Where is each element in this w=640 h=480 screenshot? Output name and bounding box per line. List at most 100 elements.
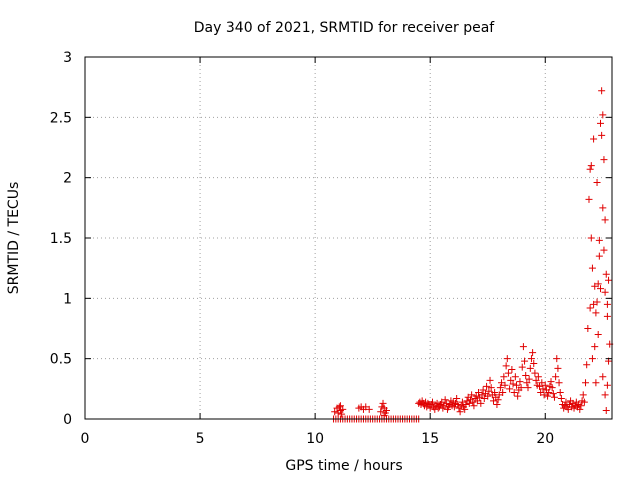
y-tick-label: 2.5 <box>50 110 72 126</box>
data-point <box>478 391 486 399</box>
data-point <box>592 379 600 387</box>
data-point <box>494 396 502 404</box>
data-point <box>441 396 449 404</box>
data-point <box>462 401 470 409</box>
x-tick-label: 5 <box>196 431 205 447</box>
data-point <box>377 408 385 416</box>
data-point <box>510 388 518 396</box>
data-point <box>516 378 524 386</box>
data-point <box>485 387 493 395</box>
data-point <box>502 362 510 370</box>
data-point <box>554 364 562 372</box>
data-point <box>338 410 346 418</box>
x-tick-label: 20 <box>536 431 554 447</box>
data-point <box>379 399 387 407</box>
data-point <box>479 386 487 394</box>
plot-frame <box>84 56 613 420</box>
y-tick-label: 0.5 <box>50 352 72 368</box>
data-point <box>512 381 520 389</box>
data-point <box>465 399 473 407</box>
data-point <box>595 236 603 244</box>
chart-title: Day 340 of 2021, SRMTID for receiver pea… <box>194 20 495 36</box>
data-point <box>534 373 542 381</box>
data-point <box>442 399 450 407</box>
data-point <box>428 398 436 406</box>
data-point <box>501 381 509 389</box>
data-point <box>496 384 504 392</box>
data-point <box>365 405 373 413</box>
data-point <box>521 357 529 365</box>
data-point <box>493 401 501 409</box>
data-point <box>599 373 607 381</box>
y-tick-label: 0 <box>63 412 72 428</box>
data-point <box>603 312 611 320</box>
data-point <box>499 388 507 396</box>
data-point <box>507 376 515 384</box>
data-point <box>582 379 590 387</box>
data-point <box>552 373 560 381</box>
data-point <box>525 375 533 383</box>
data-point <box>557 394 565 402</box>
data-point <box>331 408 339 416</box>
data-point <box>591 282 599 290</box>
data-point <box>576 405 584 413</box>
data-point <box>593 298 601 306</box>
data-point <box>532 376 540 384</box>
x-axis-label: GPS time / hours <box>285 458 402 474</box>
data-point <box>584 325 592 332</box>
data-point <box>518 363 526 371</box>
data-point <box>470 402 478 410</box>
data-point <box>547 378 555 386</box>
data-point <box>483 382 491 390</box>
data-point <box>599 204 607 212</box>
data-point <box>522 372 530 380</box>
axis-ticks <box>84 56 612 420</box>
data-point <box>594 331 602 339</box>
data-point <box>486 376 494 384</box>
data-point <box>472 392 480 400</box>
data-point <box>593 178 601 186</box>
data-point <box>530 359 538 367</box>
data-point <box>514 392 522 400</box>
x-tick-label: 10 <box>306 431 324 447</box>
data-point <box>590 135 598 143</box>
y-tick-label: 1.5 <box>50 231 72 247</box>
data-point <box>601 216 609 224</box>
data-point <box>508 366 516 374</box>
data-point <box>585 195 593 203</box>
data-point <box>519 343 527 351</box>
data-point <box>601 288 609 296</box>
data-point <box>592 309 600 317</box>
data-point <box>524 384 532 392</box>
data-point <box>526 364 534 372</box>
data-point <box>506 385 514 393</box>
data-point <box>454 401 462 409</box>
data-point <box>424 399 432 407</box>
data-point <box>549 390 557 398</box>
data-point <box>600 246 608 254</box>
data-point <box>426 404 434 412</box>
data-point <box>461 405 469 413</box>
data-point <box>336 402 344 410</box>
data-point <box>382 407 390 415</box>
data-point <box>591 343 599 351</box>
y-tick-label: 2 <box>63 171 72 187</box>
data-point <box>586 304 594 312</box>
data-point <box>588 264 596 272</box>
data-point <box>540 391 548 399</box>
data-point <box>541 381 549 389</box>
data-point <box>548 384 556 392</box>
y-axis-label: SRMTID / TECUs <box>6 182 22 295</box>
data-point <box>484 392 492 400</box>
data-point <box>602 407 610 415</box>
x-tick-labels: 0 5 10 15 20 <box>81 431 555 447</box>
data-point <box>523 379 531 387</box>
x-tick-label: 15 <box>421 431 439 447</box>
data-point <box>556 388 564 396</box>
data-point <box>456 408 464 416</box>
x-tick-label: 0 <box>81 431 90 447</box>
data-point <box>577 402 585 410</box>
data-point <box>545 388 553 396</box>
data-point <box>511 373 519 381</box>
data-point <box>477 399 485 407</box>
